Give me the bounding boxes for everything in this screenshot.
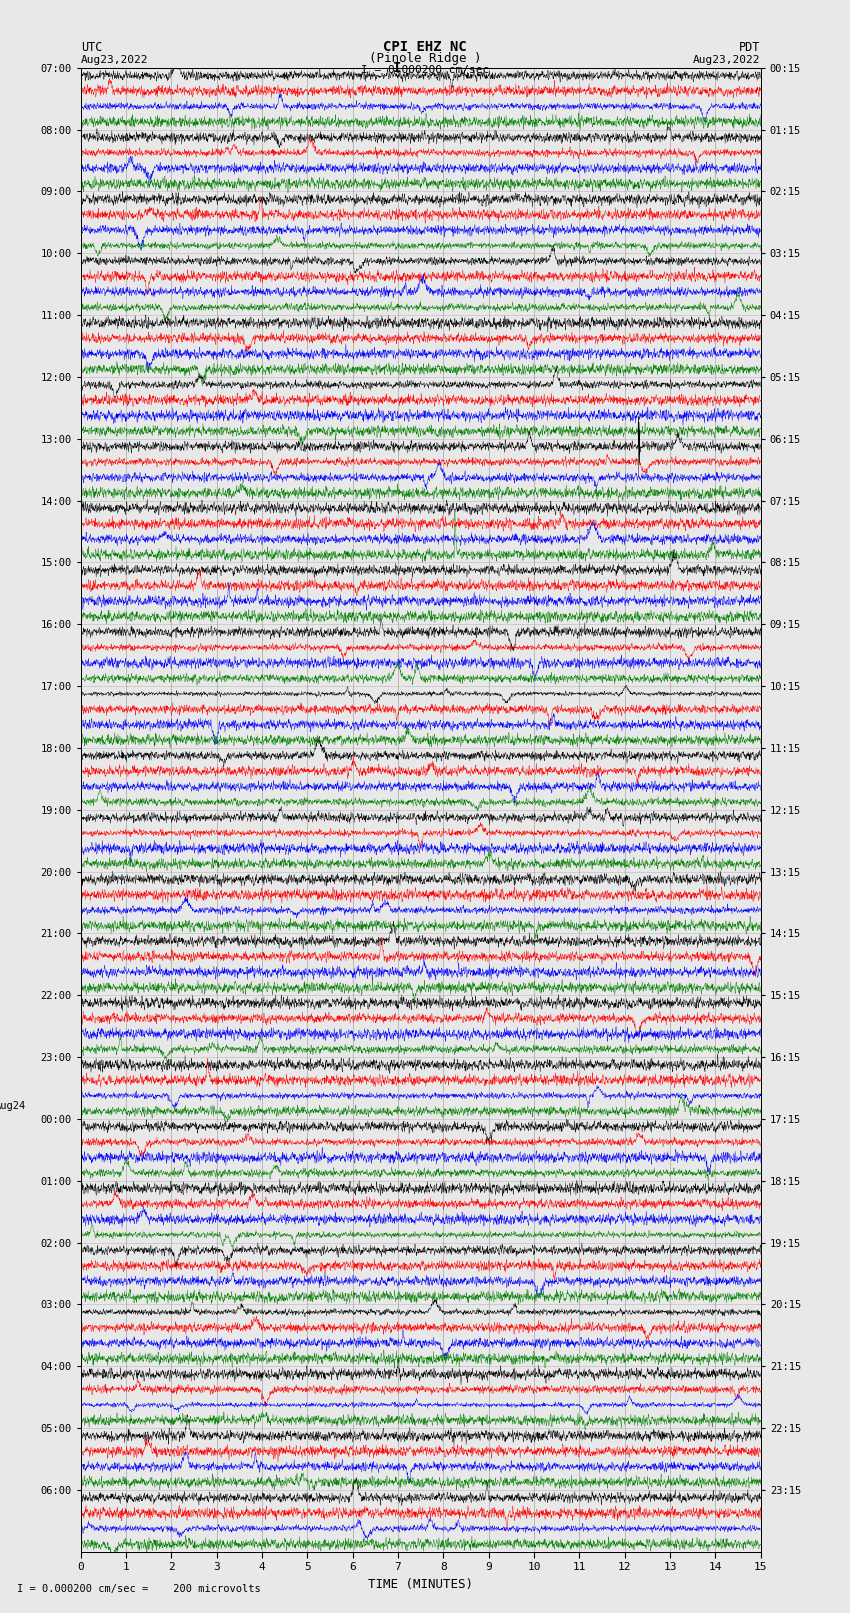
Text: CPI EHZ NC: CPI EHZ NC bbox=[383, 40, 467, 53]
Text: I: I bbox=[393, 61, 401, 76]
Text: Aug24: Aug24 bbox=[0, 1102, 26, 1111]
Text: Aug23,2022: Aug23,2022 bbox=[81, 55, 148, 65]
X-axis label: TIME (MINUTES): TIME (MINUTES) bbox=[368, 1578, 473, 1590]
Text: Aug23,2022: Aug23,2022 bbox=[694, 55, 761, 65]
Text: PDT: PDT bbox=[740, 40, 761, 53]
Text: I = 0.000200 cm/sec =    200 microvolts: I = 0.000200 cm/sec = 200 microvolts bbox=[17, 1584, 261, 1594]
Text: UTC: UTC bbox=[81, 40, 102, 53]
Text: (Pinole Ridge ): (Pinole Ridge ) bbox=[369, 52, 481, 65]
Text: I = 0.000200 cm/sec: I = 0.000200 cm/sec bbox=[361, 65, 489, 76]
